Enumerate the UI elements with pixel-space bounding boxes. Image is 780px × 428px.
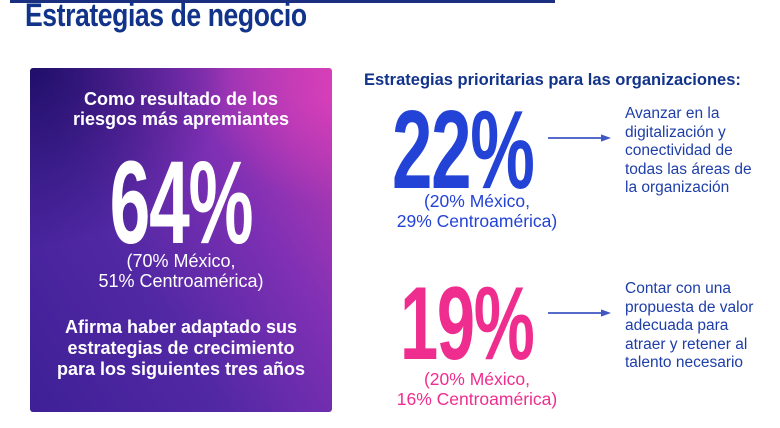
card-intro-text: Como resultado de los riesgos más apremi… xyxy=(72,89,290,129)
stat-value-digitalization: 22% xyxy=(392,88,535,212)
stat-description-digitalization: Avanzar en la digitalización y conectivi… xyxy=(625,105,752,197)
card-stat-value: 64% xyxy=(109,137,254,269)
arrow-right-icon xyxy=(548,134,611,142)
stat-detail-digitalization: (20% México, 29% Centroamérica) xyxy=(396,191,558,231)
stat-detail-talent: (20% México, 16% Centroamérica) xyxy=(396,369,558,409)
right-column-heading: Estrategias prioritarias para las organi… xyxy=(364,71,741,89)
stat-description-talent: Contar con una propuesta de valor adecua… xyxy=(625,280,754,372)
arrow-right-icon xyxy=(548,309,611,317)
stat-value-talent: 19% xyxy=(400,266,535,382)
highlight-card: Como resultado de los riesgos más apremi… xyxy=(30,68,332,412)
card-footer-text: Afirma haber adaptado sus estrategias de… xyxy=(56,317,306,379)
page-title: Estrategias de negocio xyxy=(25,0,307,33)
card-detail-text: (70% México, 51% Centroamérica) xyxy=(98,251,264,291)
cropped-header-bar xyxy=(10,0,555,3)
